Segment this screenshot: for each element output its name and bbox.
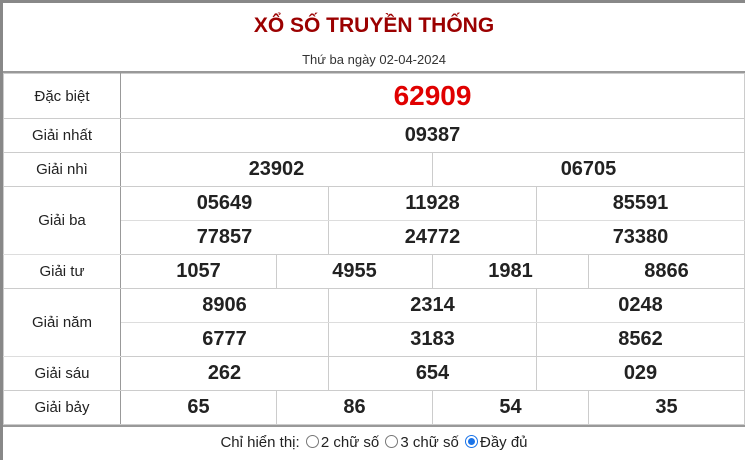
radio-checked-icon[interactable] <box>465 435 478 448</box>
row-fifth-2: 6777 3183 8562 <box>3 322 745 357</box>
row-third-2: 77857 24772 73380 <box>3 220 745 255</box>
prize-number: 4955 <box>276 254 433 289</box>
prize-number: 1057 <box>120 254 277 289</box>
prize-number: 3183 <box>328 322 537 357</box>
prize-number: 86 <box>276 390 433 425</box>
prize-number: 65 <box>120 390 277 425</box>
filter-option-full[interactable]: Đầy đủ <box>463 434 528 451</box>
prize-number: 05649 <box>120 186 329 221</box>
prize-number: 35 <box>588 390 745 425</box>
prize-number: 6777 <box>120 322 329 357</box>
prize-label: Giải nhất <box>3 118 121 153</box>
row-fourth: Giải tư 1057 4955 1981 8866 <box>3 254 745 289</box>
row-sixth: Giải sáu 262 654 029 <box>3 356 745 391</box>
filter-label: Chỉ hiển thị: <box>220 434 300 451</box>
prize-label: Giải tư <box>3 254 121 289</box>
prize-number: 06705 <box>432 152 745 187</box>
filter-option-3-digits[interactable]: 3 chữ số <box>383 434 459 451</box>
page-title: XỔ SỐ TRUYỀN THỐNG <box>253 14 495 37</box>
draw-date: Thứ ba ngày 02-04-2024 <box>302 52 446 67</box>
row-special: Đặc biệt 62909 <box>3 73 745 119</box>
prize-label: Giải ba <box>3 186 121 255</box>
prize-number: 85591 <box>536 186 745 221</box>
row-seventh: Giải bảy 65 86 54 35 <box>3 390 745 425</box>
prize-number: 8562 <box>536 322 745 357</box>
prize-number: 1981 <box>432 254 589 289</box>
row-third: Giải ba 05649 11928 85591 <box>3 186 745 255</box>
prize-number: 23902 <box>120 152 433 187</box>
prize-number: 77857 <box>120 220 329 255</box>
prize-number: 8906 <box>120 288 329 323</box>
row-second: Giải nhì 23902 06705 <box>3 152 745 187</box>
prize-label: Đặc biệt <box>3 73 121 119</box>
header: XỔ SỐ TRUYỀN THỐNG Thứ ba ngày 02-04-202… <box>3 3 745 73</box>
prize-label: Giải nhì <box>3 152 121 187</box>
prize-number: 54 <box>432 390 589 425</box>
prize-number: 73380 <box>536 220 745 255</box>
row-first: Giải nhất 09387 <box>3 118 745 153</box>
prize-label: Giải sáu <box>3 356 121 391</box>
special-number: 62909 <box>120 73 745 119</box>
radio-icon[interactable] <box>305 435 319 448</box>
results-table: Đặc biệt 62909 Giải nhất 09387 Giải nhì 239… <box>3 73 745 425</box>
prize-number: 24772 <box>328 220 537 255</box>
radio-icon[interactable] <box>385 435 399 448</box>
prize-label: Giải năm <box>3 288 121 357</box>
prize-number: 11928 <box>328 186 537 221</box>
prize-number: 09387 <box>120 118 745 153</box>
prize-number: 0248 <box>536 288 745 323</box>
filter-option-2-digits[interactable]: 2 chữ số <box>304 434 379 451</box>
prize-label: Giải bảy <box>3 390 121 425</box>
prize-number: 2314 <box>328 288 537 323</box>
prize-number: 8866 <box>588 254 745 289</box>
prize-number: 654 <box>328 356 537 391</box>
row-fifth: Giải năm 8906 2314 0248 <box>3 288 745 357</box>
display-filter: Chỉ hiển thị: 2 chữ số 3 chữ số Đầy đủ <box>3 425 745 462</box>
prize-number: 029 <box>536 356 745 391</box>
prize-number: 262 <box>120 356 329 391</box>
